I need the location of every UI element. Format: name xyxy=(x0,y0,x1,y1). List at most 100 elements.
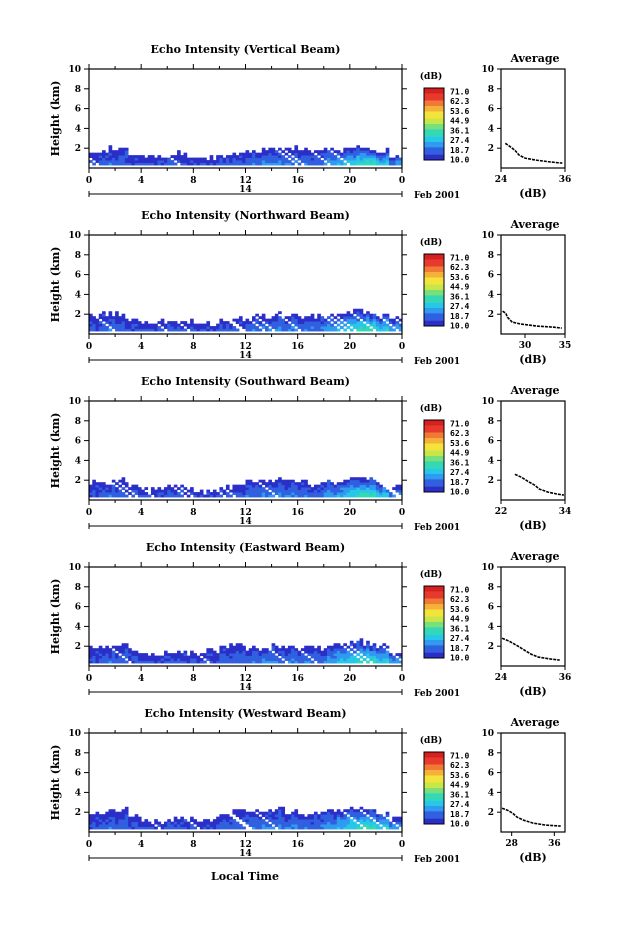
echo-cell xyxy=(111,655,116,659)
echo-cell xyxy=(340,826,344,830)
echo-cell xyxy=(320,323,325,327)
echo-cell xyxy=(366,152,370,156)
echo-cell xyxy=(212,658,217,661)
colorbar-swatch xyxy=(424,768,444,771)
echo-cell xyxy=(124,819,129,823)
echo-cell xyxy=(310,645,315,649)
echo-cell xyxy=(111,489,116,493)
echo-cell xyxy=(196,824,201,827)
echo-cell xyxy=(284,323,289,327)
echo-cell xyxy=(118,328,122,332)
echo-cell xyxy=(356,313,361,317)
echo-cell xyxy=(287,162,292,166)
echo-cell xyxy=(131,157,136,161)
echo-cell xyxy=(388,162,393,166)
echo-cell xyxy=(121,477,126,481)
echo-cell xyxy=(317,484,321,488)
colorbar-swatch xyxy=(424,786,444,789)
echo-cell xyxy=(369,826,374,830)
echo-cell xyxy=(379,653,383,657)
echo-cell xyxy=(157,821,162,825)
echo-cell xyxy=(92,819,96,823)
echo-cell xyxy=(310,328,315,332)
echo-cell xyxy=(183,152,188,156)
echo-cell xyxy=(284,160,289,163)
echo-cell xyxy=(92,814,96,818)
colorbar-swatch xyxy=(424,282,444,285)
echo-cell xyxy=(124,821,129,825)
echo-cell xyxy=(258,487,263,491)
echo-cell xyxy=(163,487,168,491)
echo-cell xyxy=(92,650,96,654)
colorbar-swatch xyxy=(424,432,444,435)
echo-cell xyxy=(330,824,334,827)
echo-cell xyxy=(92,318,96,322)
echo-cell xyxy=(258,157,263,161)
colorbar-swatch xyxy=(424,254,444,257)
echo-cell xyxy=(183,658,188,661)
echo-cell xyxy=(173,658,178,661)
echo-cell xyxy=(147,494,152,498)
avg-x-tick-label: 22 xyxy=(495,507,508,517)
echo-cell xyxy=(252,316,256,320)
echo-cell xyxy=(238,157,243,161)
echo-cell xyxy=(229,648,233,652)
echo-cell xyxy=(320,152,325,156)
echo-cell xyxy=(95,328,100,332)
echo-cell xyxy=(242,814,246,818)
echo-cell xyxy=(196,160,201,163)
echo-cell xyxy=(108,160,113,163)
echo-cell xyxy=(163,160,168,163)
echo-cell xyxy=(356,321,361,325)
echo-cell xyxy=(252,155,256,159)
echo-cell xyxy=(255,494,259,498)
echo-cell xyxy=(115,489,119,493)
echo-cell xyxy=(382,492,387,495)
echo-cell xyxy=(105,489,109,493)
echo-cell xyxy=(343,157,347,161)
echo-cell xyxy=(284,157,289,161)
echo-cell xyxy=(375,660,380,664)
echo-cell xyxy=(121,819,126,823)
echo-cell xyxy=(170,655,175,659)
echo-cell xyxy=(268,152,272,156)
echo-cell xyxy=(258,660,263,664)
echo-cell xyxy=(346,316,351,320)
echo-cell xyxy=(150,658,155,661)
avg-x-tick-label: 24 xyxy=(495,175,508,185)
echo-cell xyxy=(121,155,126,159)
colorbar-swatch xyxy=(424,627,444,630)
echo-cell xyxy=(141,658,145,661)
echo-cell xyxy=(281,487,286,491)
echo-cell xyxy=(157,328,162,332)
avg-y-tick-label: 10 xyxy=(481,231,494,241)
colorbar-swatch xyxy=(424,631,444,634)
avg-y-tick-label: 10 xyxy=(481,65,494,75)
echo-cell xyxy=(281,653,286,657)
colorbar-swatch xyxy=(424,775,444,778)
echo-cell xyxy=(356,660,361,664)
echo-cell xyxy=(212,489,217,493)
echo-cell xyxy=(366,482,370,486)
avg-y-tick-label: 2 xyxy=(488,310,494,320)
echo-cell xyxy=(225,648,230,652)
echo-cell xyxy=(349,824,354,827)
echo-cell xyxy=(255,160,259,163)
echo-cell xyxy=(398,824,403,827)
echo-cell xyxy=(95,653,100,657)
echo-cell xyxy=(356,145,361,149)
echo-cell xyxy=(349,313,354,317)
echo-cell xyxy=(170,821,175,825)
echo-cell xyxy=(330,653,334,657)
echo-cell xyxy=(353,658,357,661)
colorbar-swatch xyxy=(424,459,444,462)
echo-cell xyxy=(317,316,321,320)
echo-cell xyxy=(333,157,338,161)
echo-cell xyxy=(304,487,308,491)
echo-cell xyxy=(98,326,103,329)
echo-cell xyxy=(346,326,351,329)
echo-cell xyxy=(248,479,253,483)
echo-cell xyxy=(108,147,113,151)
colorbar-swatch xyxy=(424,598,444,601)
